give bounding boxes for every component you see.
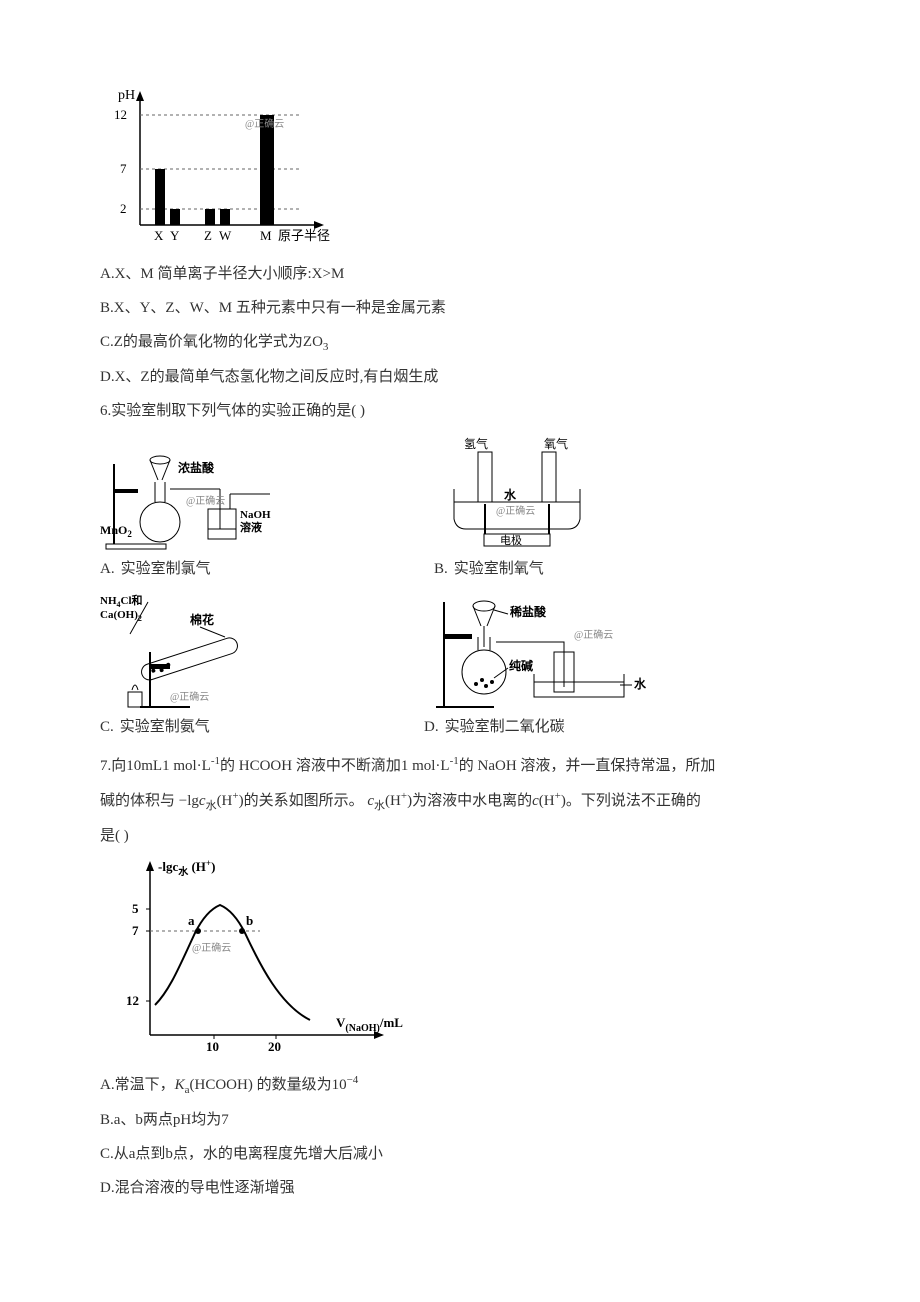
svg-text:水: 水	[634, 676, 647, 691]
svg-text:20: 20	[268, 1039, 281, 1054]
svg-text:NaOH: NaOH	[240, 509, 271, 521]
q7-chart: -lgc水 (H+) 5 7 12 10 20 V(NaOH)/mL a b @…	[100, 855, 820, 1065]
svg-text:溶液: 溶液	[240, 520, 263, 534]
svg-text:稀盐酸: 稀盐酸	[510, 604, 547, 619]
q6-row-1: 浓盐酸 MnO2 NaOH 溶液 @正确云 A.实验室制氯气 氢气 氧气 水 @…	[100, 434, 820, 584]
svg-text:2: 2	[120, 201, 127, 216]
q5-option-d: D.X、Z的最简单气态氢化物之间反应时,有白烟生成	[100, 362, 820, 392]
svg-text:10: 10	[206, 1039, 219, 1054]
svg-text:X: X	[154, 228, 164, 243]
svg-text:水: 水	[504, 487, 517, 502]
svg-text:纯碱: 纯碱	[509, 658, 533, 673]
svg-text:12: 12	[126, 993, 139, 1008]
q6-row-2: NH4Cl和 Ca(OH)2 棉花 @正确云 C.实验室制氨气	[100, 592, 820, 742]
q7-option-c: C.从a点到b点，水的电离程度先增大后减小	[100, 1139, 820, 1169]
svg-text:W: W	[219, 228, 232, 243]
svg-text:Z: Z	[204, 228, 212, 243]
y-axis-label: pH	[118, 88, 135, 103]
q5-chart: pH 2 7 12 @正确云 X Y Z W M 原子半径	[100, 85, 820, 255]
svg-text:浓盐酸: 浓盐酸	[178, 460, 215, 475]
q6-stem: 6.实验室制取下列气体的实验正确的是( )	[100, 396, 820, 426]
svg-text:@正确云: @正确云	[245, 117, 284, 130]
svg-text:-lgc水 (H+): -lgc水 (H+)	[158, 858, 215, 878]
svg-text:@正确云: @正确云	[574, 628, 613, 641]
svg-text:Ca(OH)2: Ca(OH)2	[100, 609, 142, 623]
q7-stem-line1: 7.向10mL1 mol·L-1的 HCOOH 溶液中不断滴加1 mol·L-1…	[100, 750, 820, 781]
svg-text:a: a	[188, 913, 195, 928]
svg-text:b: b	[246, 913, 253, 928]
svg-text:@正确云: @正确云	[170, 690, 209, 703]
q5-option-a: A.X、M 简单离子半径大小顺序:X>M	[100, 259, 820, 289]
svg-text:@正确云: @正确云	[496, 504, 535, 517]
q7-option-b: B.a、b两点pH均为7	[100, 1105, 820, 1135]
svg-text:原子半径: 原子半径	[278, 228, 330, 243]
svg-text:电极: 电极	[500, 533, 522, 547]
q6-opt-b: 氢气 氧气 水 @正确云 电极 B.实验室制氧气	[434, 434, 604, 584]
svg-text:氧气: 氧气	[544, 436, 568, 451]
q7-stem-line3: 是( )	[100, 821, 820, 851]
svg-text:棉花: 棉花	[190, 612, 214, 627]
svg-text:12: 12	[114, 107, 127, 122]
q7-stem-line2: 碱的体积与 −lgc水(H+)的关系如图所示。 c水(H+)为溶液中水电离的c(…	[100, 785, 820, 817]
svg-text:@正确云: @正确云	[186, 494, 225, 507]
svg-text:MnO2: MnO2	[100, 523, 132, 539]
q7-option-d: D.混合溶液的导电性逐渐增强	[100, 1173, 820, 1203]
svg-text:V(NaOH)/mL: V(NaOH)/mL	[336, 1015, 403, 1034]
q7-option-a: A.常温下，Ka(HCOOH) 的数量级为10−4	[100, 1069, 820, 1101]
svg-text:M: M	[260, 228, 272, 243]
svg-text:7: 7	[120, 161, 127, 176]
svg-text:5: 5	[132, 901, 139, 916]
svg-text:Y: Y	[170, 228, 180, 243]
q6-opt-a: 浓盐酸 MnO2 NaOH 溶液 @正确云 A.实验室制氯气	[100, 434, 320, 584]
q5-option-b: B.X、Y、Z、W、M 五种元素中只有一种是金属元素	[100, 293, 820, 323]
svg-text:@正确云: @正确云	[192, 941, 231, 954]
svg-text:7: 7	[132, 923, 139, 938]
q5-option-c: C.Z的最高价氧化物的化学式为ZO3	[100, 327, 820, 358]
q6-opt-c: NH4Cl和 Ca(OH)2 棉花 @正确云 C.实验室制氨气	[100, 592, 300, 742]
svg-text:NH4Cl和: NH4Cl和	[100, 593, 143, 609]
svg-text:氢气: 氢气	[464, 436, 488, 451]
q6-opt-d: 稀盐酸 纯碱 水 @正确云 D.实验室制二氧化碳	[424, 592, 684, 742]
